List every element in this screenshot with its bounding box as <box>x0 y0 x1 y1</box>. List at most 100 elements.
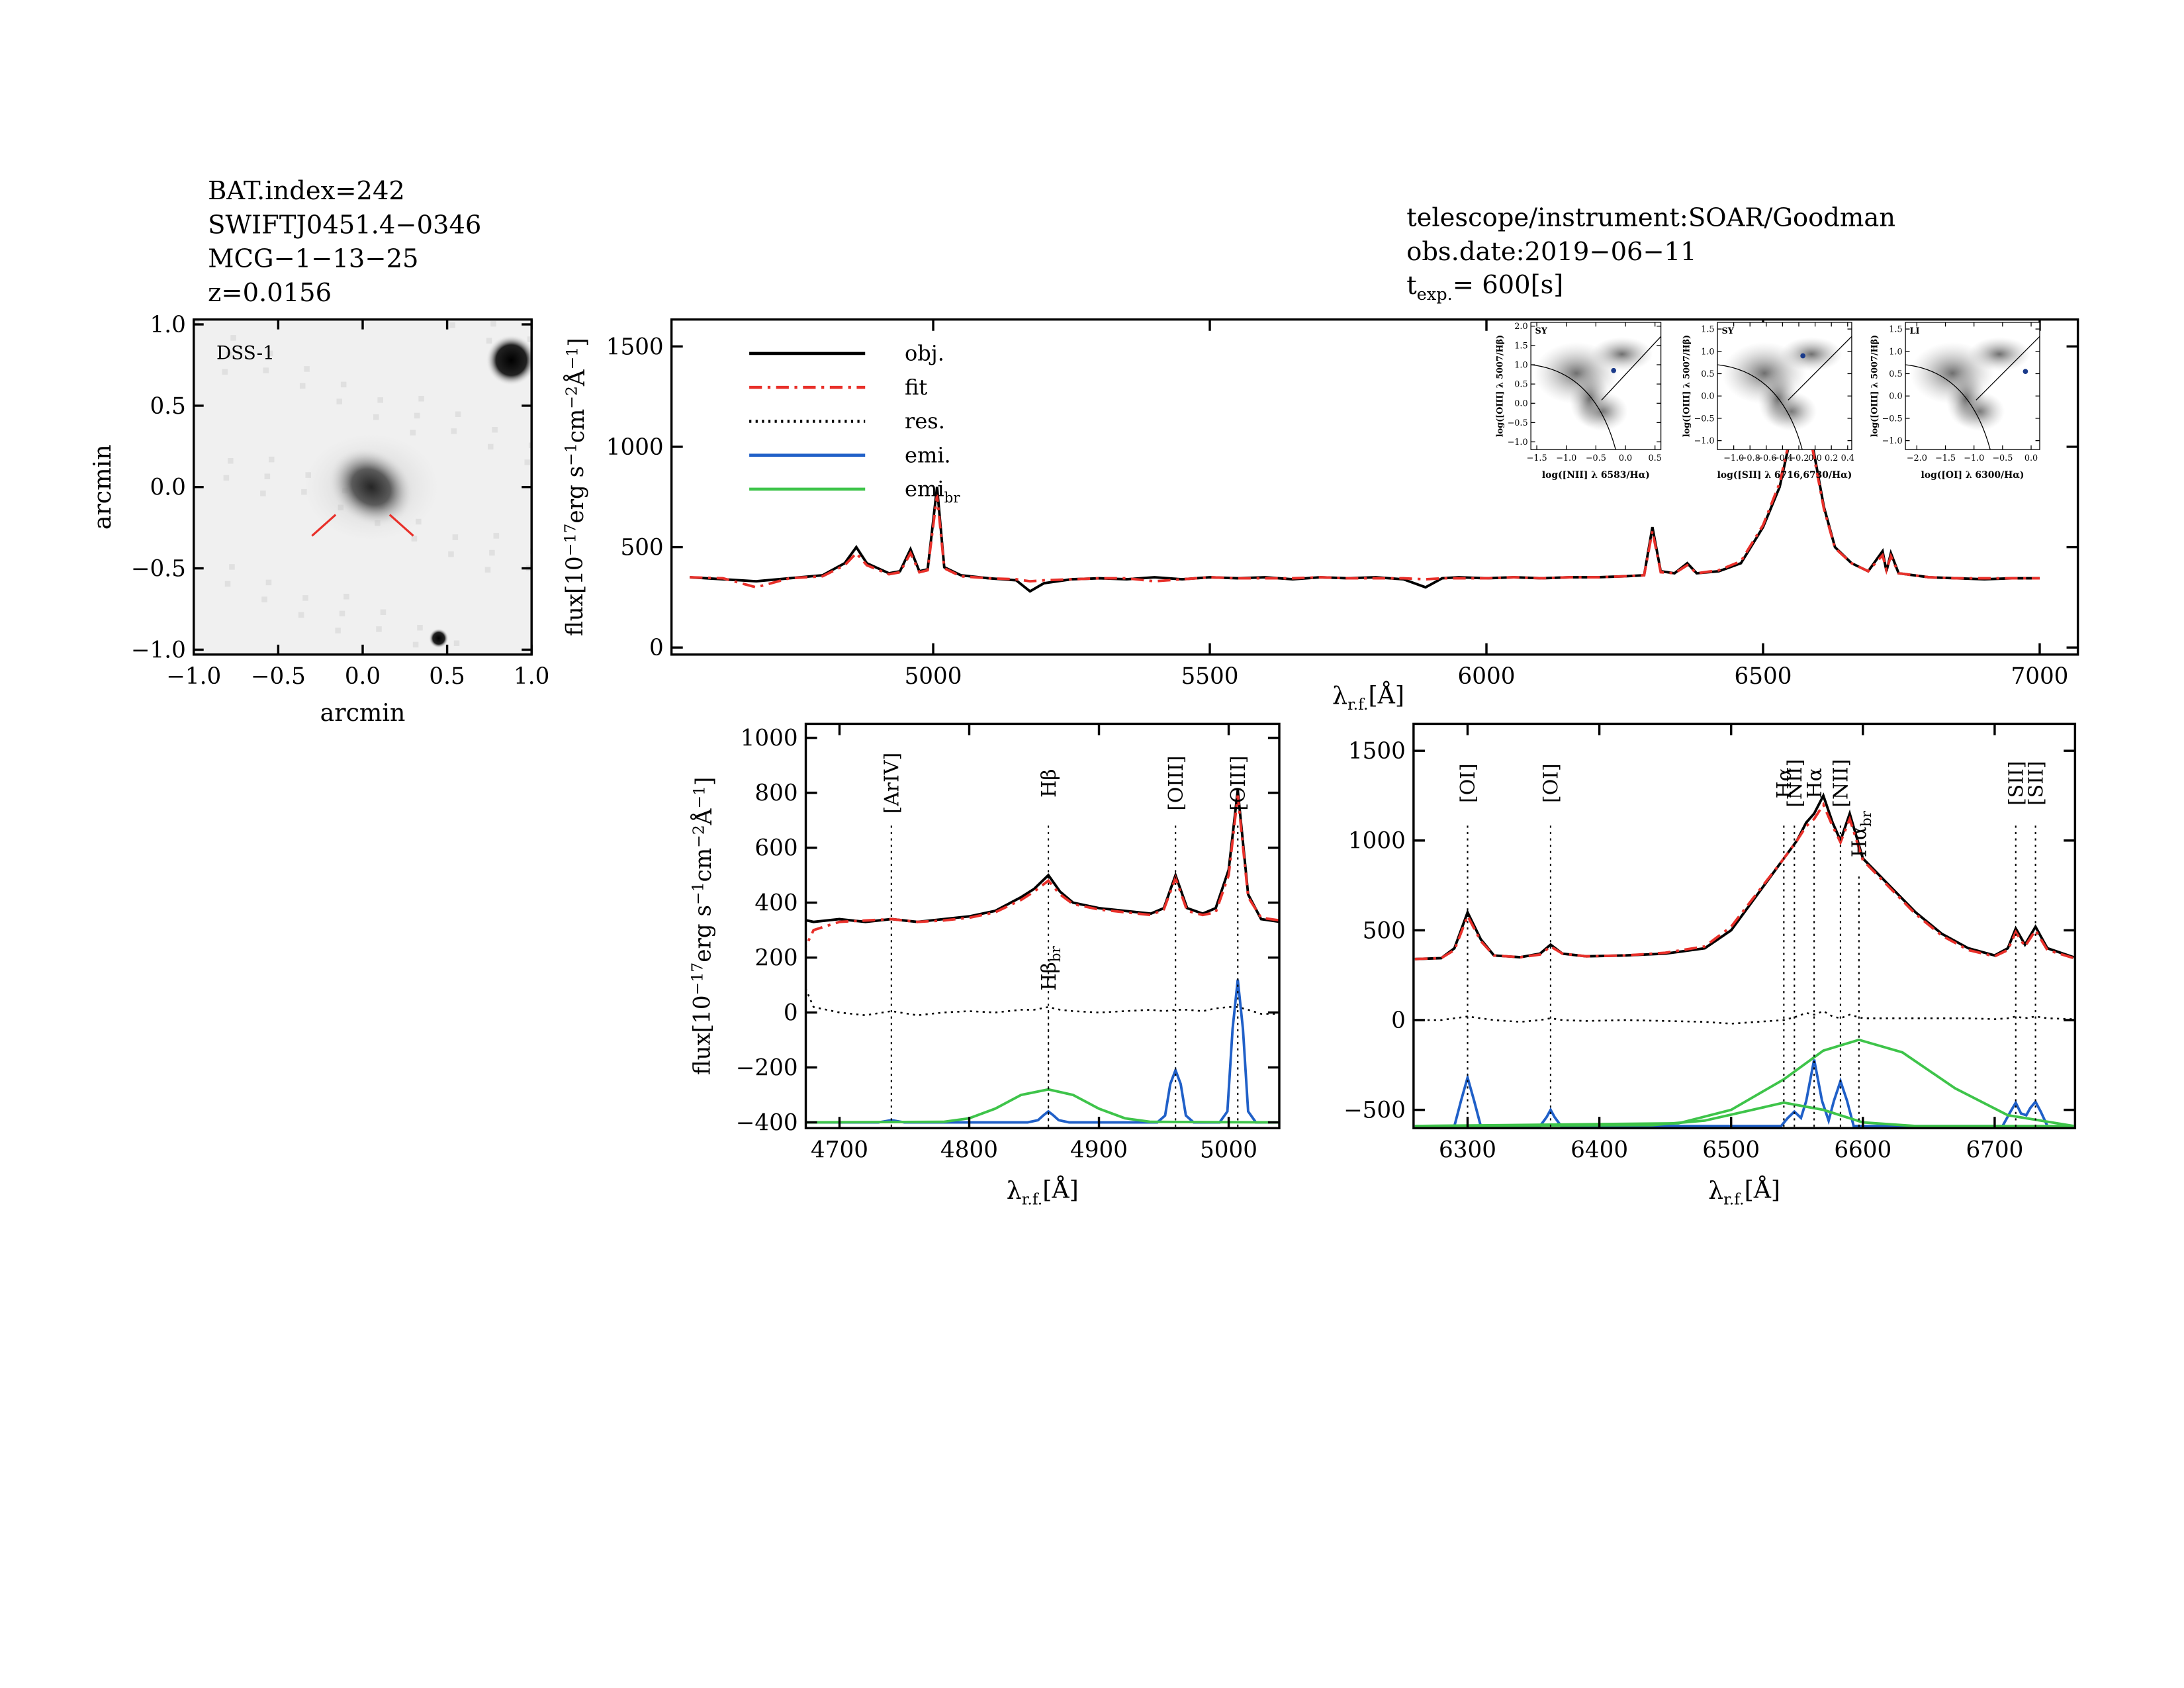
x-tick-label: −0.4 <box>1772 453 1793 463</box>
script-text: exp. <box>1417 285 1453 305</box>
line-label: [NII] <box>1784 759 1807 808</box>
noise <box>224 581 231 587</box>
line-label-text: Hα <box>1803 768 1827 798</box>
demarcation <box>1976 336 2040 400</box>
text-part: λ <box>1007 1176 1022 1205</box>
header-text: SWIFTJ0451.4−0346 <box>208 210 481 240</box>
legend-name: emi <box>905 477 944 502</box>
noise <box>380 609 387 616</box>
text-part: erg s <box>563 466 589 524</box>
line-label: Hβbr <box>1038 946 1064 991</box>
x-tick-label: 4900 <box>1070 1137 1128 1164</box>
y-tick-label: 0.5 <box>1701 369 1714 379</box>
noise <box>304 366 310 372</box>
density-blob <box>1968 337 2031 371</box>
density-blob <box>1758 370 1798 427</box>
x-axis-label: log([OI] λ 6300/Hα) <box>1921 470 2025 481</box>
text-part: [Å] <box>1745 1176 1781 1204</box>
line-label: [OI] <box>1540 763 1563 803</box>
noise <box>268 456 275 463</box>
text-part: erg s <box>690 905 716 962</box>
noise <box>263 367 269 373</box>
series-line <box>690 410 2040 589</box>
density-blob <box>1590 337 1653 371</box>
y-tick-label: 0.5 <box>150 393 185 420</box>
y-tick-label: 1000 <box>606 434 664 461</box>
frame <box>804 722 1281 1129</box>
noise <box>527 336 532 342</box>
y-tick-label: 1.0 <box>1701 347 1714 357</box>
text-part: λ <box>1708 1176 1723 1205</box>
noise <box>299 383 306 389</box>
noise <box>229 564 235 570</box>
x-tick-label: 4700 <box>811 1137 868 1164</box>
x-tick-label: 0.5 <box>1649 453 1662 463</box>
line-label-text: [SII] <box>2005 761 2028 805</box>
header-text: telescope/instrument:SOAR/Goodman <box>1406 203 1895 233</box>
noise <box>377 397 383 403</box>
noise <box>414 412 420 419</box>
frame <box>1717 322 1852 450</box>
legend-name: obj. <box>905 341 944 366</box>
y-tick-label: −1.0 <box>1882 436 1903 446</box>
y-tick-label: 1.5 <box>1701 325 1714 335</box>
text-part: cm <box>690 848 717 882</box>
line-label: Hα <box>1803 768 1827 798</box>
noise <box>265 579 272 586</box>
noise <box>222 369 228 375</box>
line-label-text: [OI] <box>1540 763 1563 803</box>
x-tick-label: 0.2 <box>1825 453 1838 463</box>
point <box>1611 367 1617 373</box>
text-part: t <box>1406 271 1417 301</box>
noise <box>264 473 271 479</box>
noise <box>452 534 459 540</box>
x-tick-label: −1.0 <box>166 663 221 690</box>
point <box>1800 353 1805 359</box>
text-part: Å <box>563 369 590 387</box>
y-tick-label: −400 <box>736 1110 798 1137</box>
noise <box>302 595 308 601</box>
line-label-text: Hβ <box>1038 962 1061 990</box>
script-text: −17 <box>688 962 707 996</box>
y-tick-label: 1000 <box>741 726 798 752</box>
line-label-text: [NII] <box>1830 759 1853 808</box>
density <box>1533 337 1653 432</box>
noise <box>528 442 532 449</box>
text-part: Å <box>690 808 717 825</box>
line-label: Hα <box>1773 768 1796 798</box>
frame <box>1412 722 2077 1129</box>
line-label: [SII] <box>2025 761 2048 805</box>
y-tick-label: −1.0 <box>131 637 186 663</box>
header-text: BAT.index=242 <box>208 176 405 206</box>
legend-label: obj. <box>905 341 944 366</box>
x-tick-label: 6300 <box>1439 1137 1496 1164</box>
x-tick-label: 0.4 <box>1841 453 1854 463</box>
y-axis-label: log([OIII] λ 5007/Hβ) <box>1682 335 1692 437</box>
x-tick-label: 5000 <box>905 663 962 690</box>
y-tick-label: 1500 <box>606 334 664 360</box>
y-tick-label: 1.0 <box>1514 360 1527 370</box>
x-axis-label: λr.f.[Å] <box>1708 1176 1780 1209</box>
x-tick-label: 6700 <box>1966 1137 2023 1164</box>
x-tick-label: −0.6 <box>1756 453 1776 463</box>
y-tick-label: 400 <box>754 890 797 917</box>
noise <box>493 533 500 539</box>
panel: LI −2.0 −1.5 −1.0 −0.5 0.0 −1.0 −0.5 0.0 0.5 1.0 1.… <box>1870 322 2040 481</box>
y-tick-label: −500 <box>1343 1098 1406 1124</box>
noise <box>487 444 494 450</box>
noise <box>451 428 457 434</box>
y-tick-label: 500 <box>1363 917 1406 944</box>
script-text: r.f. <box>1347 695 1368 714</box>
image-label: DSS-1 <box>216 342 275 363</box>
x-axis-label: arcmin <box>320 698 406 727</box>
legend-name: res. <box>905 408 945 434</box>
line-label: [OI] <box>1457 763 1480 803</box>
series-line <box>1414 1038 2074 1127</box>
noise <box>484 567 491 573</box>
y-tick-label: 0.0 <box>1514 399 1527 409</box>
noise <box>339 610 345 617</box>
marker <box>311 514 337 537</box>
line-label: Hαbr <box>1848 810 1875 857</box>
